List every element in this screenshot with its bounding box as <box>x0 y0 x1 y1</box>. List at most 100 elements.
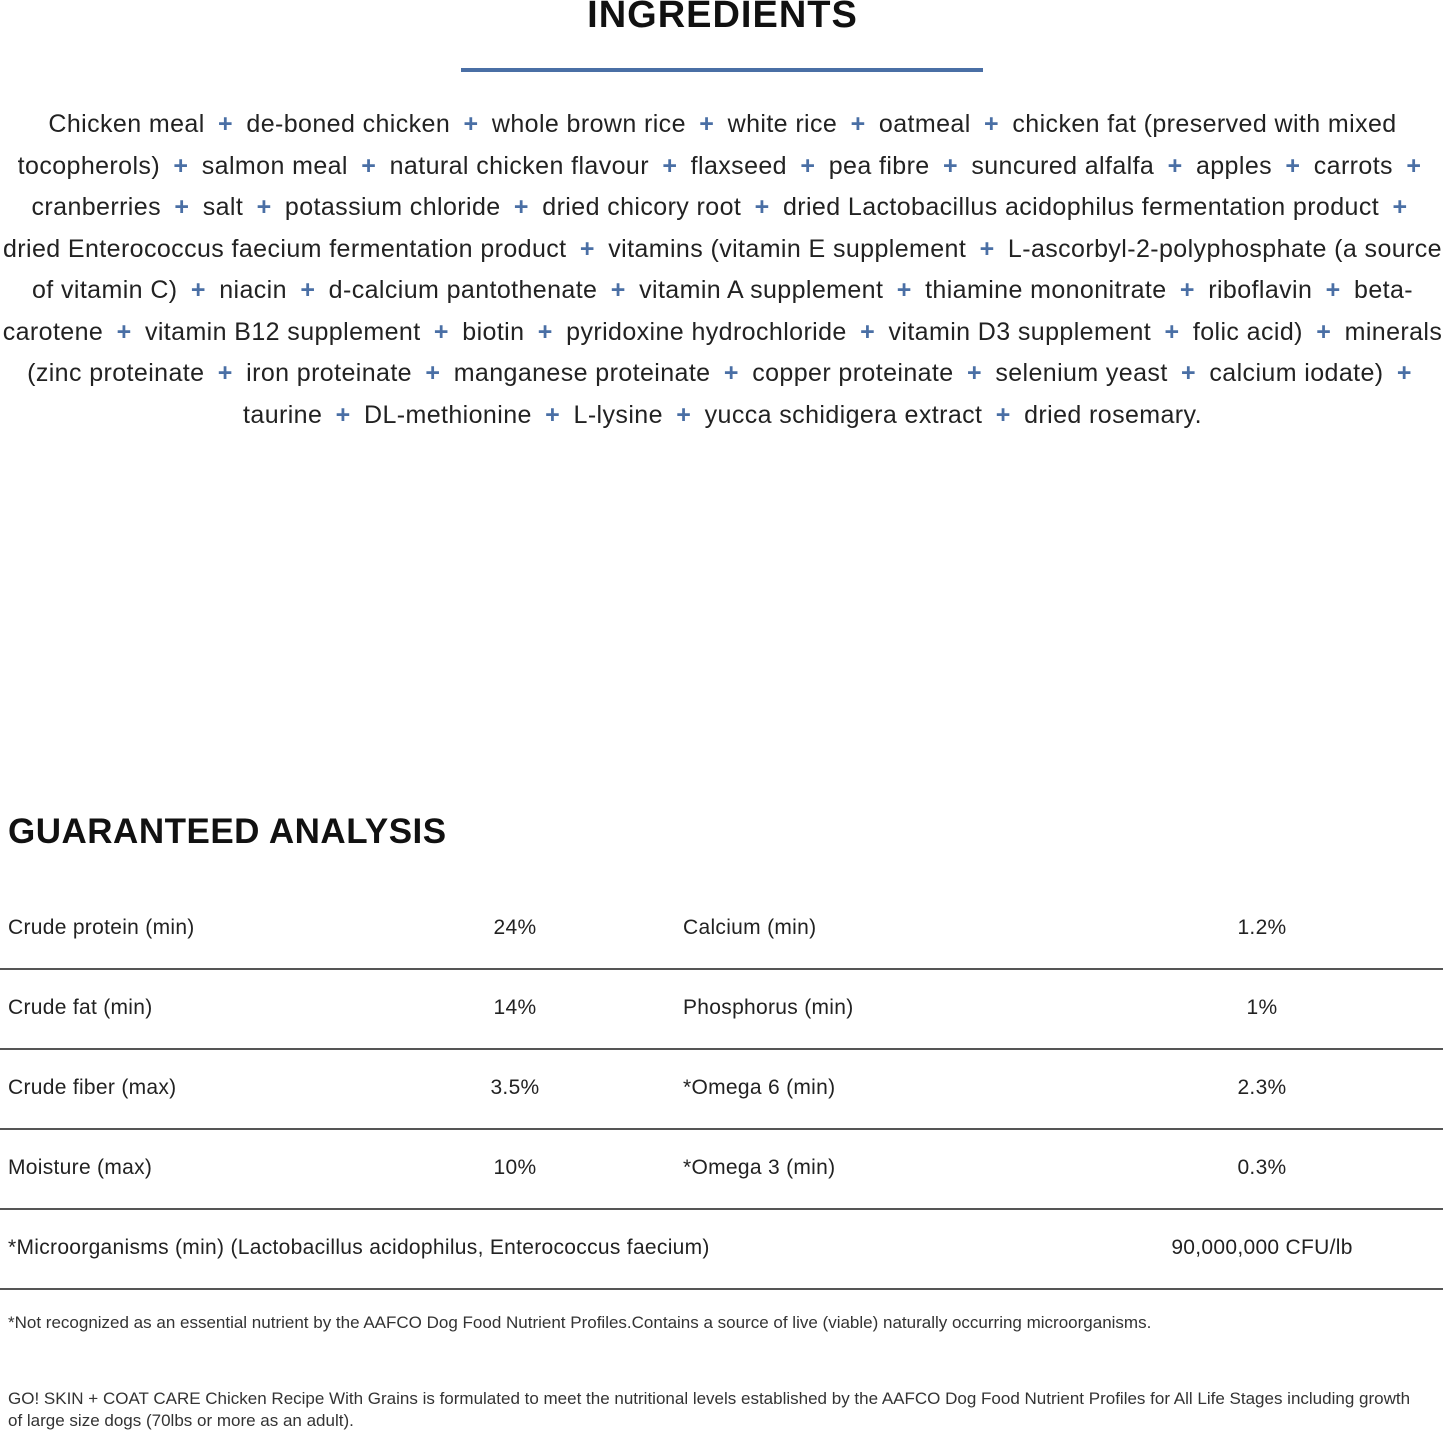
ingredient-item: dried chicory root <box>542 193 742 221</box>
plus-separator: + <box>256 193 272 221</box>
ingredient-item: iron proteinate <box>246 359 412 387</box>
plus-separator: + <box>995 400 1011 429</box>
ingredient-item: pea fibre <box>828 151 930 180</box>
plus-separator: + <box>896 276 912 304</box>
plus-separator: + <box>676 400 692 429</box>
nutrient-value: 0.3% <box>1237 1156 1287 1179</box>
nutrient-label: *Omega 3 (min) <box>683 1156 836 1179</box>
table-row: Crude fiber (max) 3.5% *Omega 6 (min) 2.… <box>0 1050 1443 1130</box>
plus-separator: + <box>537 317 553 346</box>
aafco-statement: GO! SKIN + COAT CARE Chicken Recipe With… <box>8 1389 1411 1430</box>
plus-separator: + <box>1396 359 1412 387</box>
plus-separator: + <box>174 193 190 221</box>
ingredient-item: vitamin B12 supplement <box>144 317 421 346</box>
plus-separator: + <box>545 400 561 429</box>
ingredient-item: natural chicken flavour <box>389 151 649 180</box>
plus-separator: + <box>218 110 234 138</box>
plus-separator: + <box>425 359 441 387</box>
ingredient-item: chicken fat (preserved with mixed tocoph… <box>17 110 1397 180</box>
ingredient-item: selenium yeast <box>995 359 1168 387</box>
ingredient-item: beta-carotene <box>2 276 1414 346</box>
ingredient-item: potassium chloride <box>284 193 501 221</box>
plus-separator: + <box>754 193 770 221</box>
ingredient-item: cranberries <box>31 193 161 221</box>
nutrient-label: Moisture (max) <box>8 1156 153 1179</box>
plus-separator: + <box>190 276 206 304</box>
nutrient-label: Calcium (min) <box>683 916 817 939</box>
plus-separator: + <box>1179 276 1195 304</box>
plus-separator: + <box>513 193 529 221</box>
analysis-title: GUARANTEED ANALYSIS <box>8 812 447 851</box>
ingredient-item: taurine <box>243 400 323 429</box>
plus-separator: + <box>723 359 739 387</box>
ingredient-item: carrots <box>1313 151 1393 180</box>
plus-separator: + <box>463 110 479 138</box>
ingredient-item: biotin <box>462 317 525 346</box>
ingredient-item: folic acid) <box>1192 317 1303 346</box>
table-row: *Microorganisms (min) (Lactobacillus aci… <box>0 1210 1443 1290</box>
ingredient-item: dried rosemary. <box>1024 400 1202 429</box>
plus-separator: + <box>217 359 233 387</box>
nutrient-value: 1% <box>1246 996 1278 1019</box>
ingredient-item: d-calcium pantothenate <box>328 276 598 304</box>
nutrient-label: Phosphorus (min) <box>683 996 854 1019</box>
nutrient-value: 90,000,000 CFU/lb <box>1171 1236 1353 1259</box>
plus-separator: + <box>860 317 876 346</box>
plus-separator: + <box>1392 193 1408 221</box>
plus-separator: + <box>116 317 132 346</box>
nutrient-value: 10% <box>493 1156 537 1179</box>
table-row: Crude protein (min) 24% Calcium (min) 1.… <box>0 890 1443 970</box>
ingredient-item: minerals (zinc proteinate <box>27 317 1443 388</box>
ingredient-item: salmon meal <box>201 151 348 180</box>
plus-separator: + <box>300 276 316 304</box>
ingredient-item: niacin <box>219 276 287 304</box>
plus-separator: + <box>361 151 377 180</box>
plus-separator: + <box>1316 317 1332 346</box>
ingredient-item: suncured alfalfa <box>971 151 1155 180</box>
ingredient-item: dried Lactobacillus acidophilus fermenta… <box>782 193 1380 221</box>
nutrient-label: Crude protein (min) <box>8 916 195 939</box>
ingredient-item: salt <box>202 193 244 221</box>
plus-separator: + <box>979 234 995 263</box>
plus-separator: + <box>800 151 816 180</box>
ingredient-item: DL-methionine <box>364 400 532 429</box>
ingredient-item: riboflavin <box>1208 276 1313 304</box>
plus-separator: + <box>699 110 715 138</box>
ingredients-list: Chicken meal + de-boned chicken + whole … <box>0 104 1445 436</box>
plus-separator: + <box>662 151 678 180</box>
plus-separator: + <box>1181 359 1197 387</box>
ingredient-item: vitamins (vitamin E supplement <box>608 234 967 263</box>
plus-separator: + <box>1167 151 1183 180</box>
nutrient-label: Crude fiber (max) <box>8 1076 177 1099</box>
plus-separator: + <box>610 276 626 304</box>
ingredient-item: vitamin D3 supplement <box>888 317 1152 346</box>
ingredient-item: dried Enterococcus faecium fermentation … <box>2 234 567 263</box>
plus-separator: + <box>433 317 449 346</box>
plus-separator: + <box>850 110 866 138</box>
plus-separator: + <box>579 234 595 263</box>
nutrient-value: 2.3% <box>1237 1076 1287 1099</box>
plus-separator: + <box>966 359 982 387</box>
nutrient-value: 14% <box>493 996 537 1019</box>
table-row: Crude fat (min) 14% Phosphorus (min) 1% <box>0 970 1443 1050</box>
ingredient-item: flaxseed <box>690 151 787 180</box>
ingredient-item: de-boned chicken <box>246 110 451 138</box>
ingredient-item: manganese proteinate <box>453 359 711 387</box>
plus-separator: + <box>984 110 1000 138</box>
plus-separator: + <box>1285 151 1301 180</box>
ingredient-item: whole brown rice <box>491 110 686 138</box>
ingredient-item: L-ascorbyl-2-polyphosphate (a source of … <box>31 234 1442 305</box>
plus-separator: + <box>942 151 958 180</box>
nutrient-label: *Microorganisms (min) (Lactobacillus aci… <box>8 1236 710 1259</box>
title-underline <box>461 68 983 72</box>
ingredient-item: apples <box>1195 151 1273 180</box>
nutrient-value: 24% <box>493 916 537 939</box>
plus-separator: + <box>1164 317 1180 346</box>
ingredient-item: white rice <box>727 110 838 138</box>
plus-separator: + <box>1406 151 1422 180</box>
plus-separator: + <box>1325 276 1341 304</box>
ingredient-item: copper proteinate <box>752 359 954 387</box>
ingredient-item: yucca schidigera extract <box>704 400 983 429</box>
ingredient-item: pyridoxine hydrochloride <box>566 317 847 346</box>
ingredient-item: vitamin A supplement <box>639 276 884 304</box>
